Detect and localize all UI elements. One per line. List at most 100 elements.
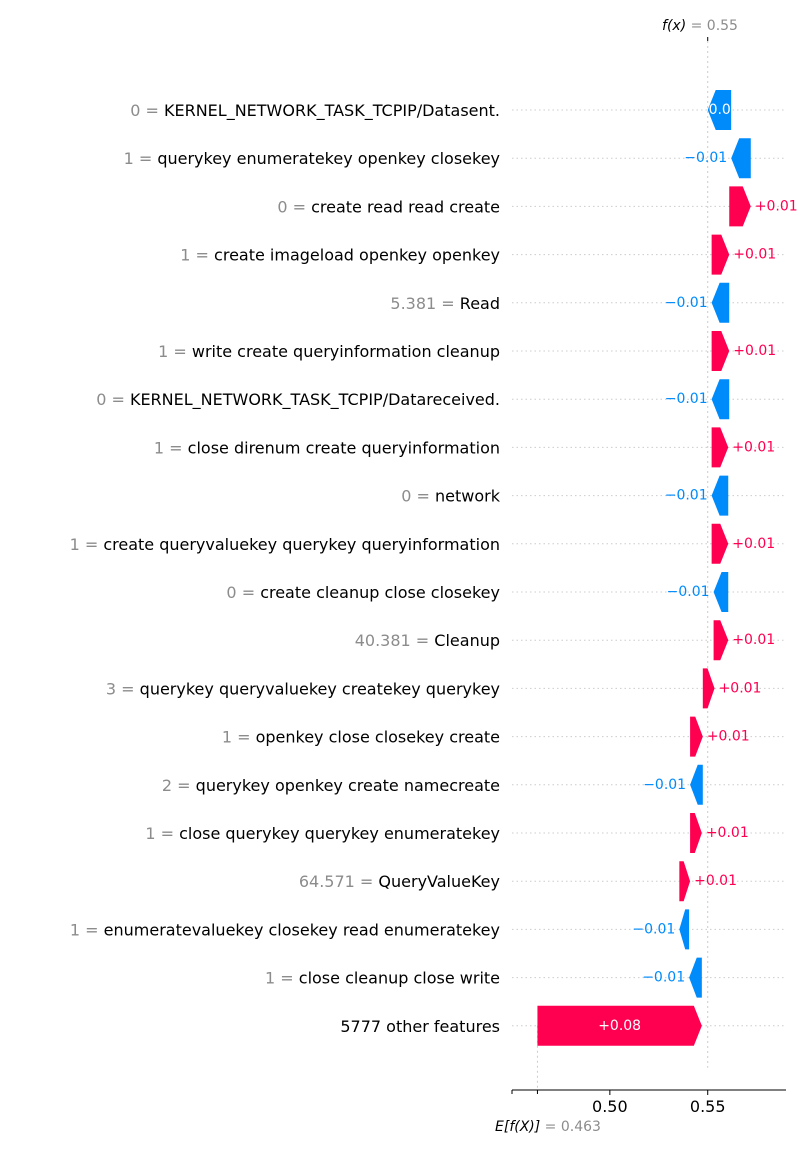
- contribution-label: +0.01: [732, 632, 775, 648]
- feature-value: 0: [277, 197, 287, 216]
- feature-labels: 0 = KERNEL_NETWORK_TASK_TCPIP/Datasent. 1…: [70, 101, 501, 1036]
- feature-label: 1 = querykey enumeratekey openkey closek…: [124, 149, 500, 168]
- feature-label: 1 = openkey close closekey create: [222, 727, 500, 746]
- negative-bar: [711, 379, 730, 420]
- feature-eq: =: [80, 534, 104, 553]
- feature-label: 1 = create queryvaluekey querykey queryi…: [70, 534, 500, 553]
- positive-bar: [690, 813, 702, 853]
- feature-name: Cleanup: [434, 631, 500, 650]
- negative-bar: [679, 909, 690, 950]
- feature-label: 1 = close querykey querykey enumeratekey: [145, 824, 500, 843]
- feature-value: 0: [401, 486, 411, 505]
- feature-value: 2: [162, 775, 172, 794]
- positive-bar: [711, 427, 729, 468]
- contribution-label: +0.01: [733, 247, 776, 263]
- feature-value: 1: [70, 920, 80, 939]
- feature-eq: =: [116, 679, 140, 698]
- feature-name: close querykey querykey enumeratekey: [179, 824, 500, 843]
- feature-value: 40.381: [355, 631, 411, 650]
- feature-name: KERNEL_NETWORK_TASK_TCPIP/Datareceived.: [130, 390, 500, 410]
- feature-eq: =: [237, 583, 261, 602]
- feature-label: 1 = enumeratevaluekey closekey read enum…: [70, 920, 500, 939]
- feature-value: 1: [180, 245, 190, 264]
- feature-value: 1: [70, 534, 80, 553]
- contribution-label: +0.01: [694, 873, 737, 889]
- positive-bar: [711, 234, 730, 275]
- positive-bar: [713, 620, 729, 661]
- feature-value: 5.381: [390, 293, 436, 312]
- feature-name: 5777 other features: [340, 1016, 500, 1035]
- feature-name: create queryvaluekey querykey queryinfor…: [103, 534, 500, 553]
- feature-eq: =: [288, 197, 312, 216]
- positive-bar: [537, 1005, 702, 1046]
- x-tick-label: 0.55: [690, 1097, 726, 1116]
- feature-value: 1: [158, 342, 168, 361]
- x-tick-label: 0.50: [592, 1097, 628, 1116]
- feature-label: 64.571 = QueryValueKey: [299, 872, 500, 891]
- feature-label: 1 = close cleanup close write: [265, 968, 500, 987]
- contribution-label: −0.01: [667, 584, 710, 600]
- feature-name: network: [435, 486, 501, 505]
- feature-value: 1: [145, 824, 155, 843]
- feature-eq: =: [168, 342, 192, 361]
- contribution-label: −0.01: [643, 777, 686, 793]
- positive-bar: [729, 186, 751, 227]
- feature-value: 0: [226, 583, 236, 602]
- feature-eq: =: [275, 968, 299, 987]
- feature-eq: =: [106, 390, 130, 409]
- contribution-label: −0.01: [665, 295, 708, 311]
- negative-bar: [713, 572, 729, 612]
- feature-name: close cleanup close write: [299, 968, 500, 987]
- feature-name: openkey close closekey create: [256, 727, 500, 746]
- feature-value: 1: [124, 149, 134, 168]
- grid-lines: [512, 109, 786, 1027]
- feature-eq: =: [436, 293, 460, 312]
- feature-name: create read read create: [311, 197, 500, 216]
- feature-value: 3: [106, 679, 116, 698]
- feature-value: 64.571: [299, 872, 355, 891]
- negative-bar: [689, 957, 702, 998]
- contribution-label: −0.01: [642, 970, 685, 986]
- feature-eq: =: [411, 486, 435, 505]
- feature-value: 1: [222, 727, 232, 746]
- positive-bar: [690, 716, 703, 757]
- feature-eq: =: [80, 920, 104, 939]
- feature-eq: =: [134, 149, 158, 168]
- contribution-label: +0.01: [755, 198, 798, 214]
- feature-eq: =: [156, 824, 180, 843]
- feature-name: close direnum create queryinformation: [188, 438, 500, 457]
- contribution-label: +0.01: [733, 343, 776, 359]
- feature-eq: =: [172, 775, 196, 794]
- feature-name: querykey openkey create namecreate: [196, 775, 500, 794]
- contribution-label: +0.01: [732, 536, 775, 552]
- feature-name: querykey enumeratekey openkey closekey: [157, 149, 500, 168]
- feature-name: create cleanup close closekey: [260, 583, 500, 602]
- feature-name: create imageload openkey openkey: [214, 245, 500, 264]
- contribution-label: +0.08: [598, 1018, 641, 1034]
- fx-annotation: f(x) = 0.55: [662, 18, 738, 34]
- feature-label: 1 = write create queryinformation cleanu…: [158, 342, 500, 361]
- feature-eq: =: [355, 872, 379, 891]
- feature-label: 3 = querykey queryvaluekey createkey que…: [106, 679, 500, 698]
- feature-label: 0 = network: [401, 486, 500, 505]
- bars: 0.0 −0.01 +0.01 +0.01 −0.01 +0.01 −0.01 +0.01 −0…: [537, 90, 798, 1046]
- feature-value: 1: [154, 438, 164, 457]
- feature-name: write create queryinformation cleanup: [192, 342, 500, 361]
- contribution-label: +0.01: [719, 680, 762, 696]
- feature-label: 0 = create cleanup close closekey: [226, 583, 500, 602]
- feature-eq: =: [232, 727, 256, 746]
- contribution-label: +0.01: [707, 729, 750, 745]
- feature-value: 0: [130, 101, 140, 120]
- feature-name: KERNEL_NETWORK_TASK_TCPIP/Datasent.: [164, 101, 500, 121]
- feature-eq: =: [140, 101, 164, 120]
- feature-label: 0 = create read read create: [277, 197, 500, 216]
- feature-name: Read: [460, 293, 500, 312]
- negative-bar: [731, 138, 751, 179]
- contribution-label: 0.0: [709, 102, 731, 118]
- contribution-label: +0.01: [732, 439, 775, 455]
- feature-name: QueryValueKey: [378, 872, 500, 891]
- feature-eq: =: [164, 438, 188, 457]
- positive-bar: [711, 523, 729, 564]
- contribution-label: −0.01: [665, 488, 708, 504]
